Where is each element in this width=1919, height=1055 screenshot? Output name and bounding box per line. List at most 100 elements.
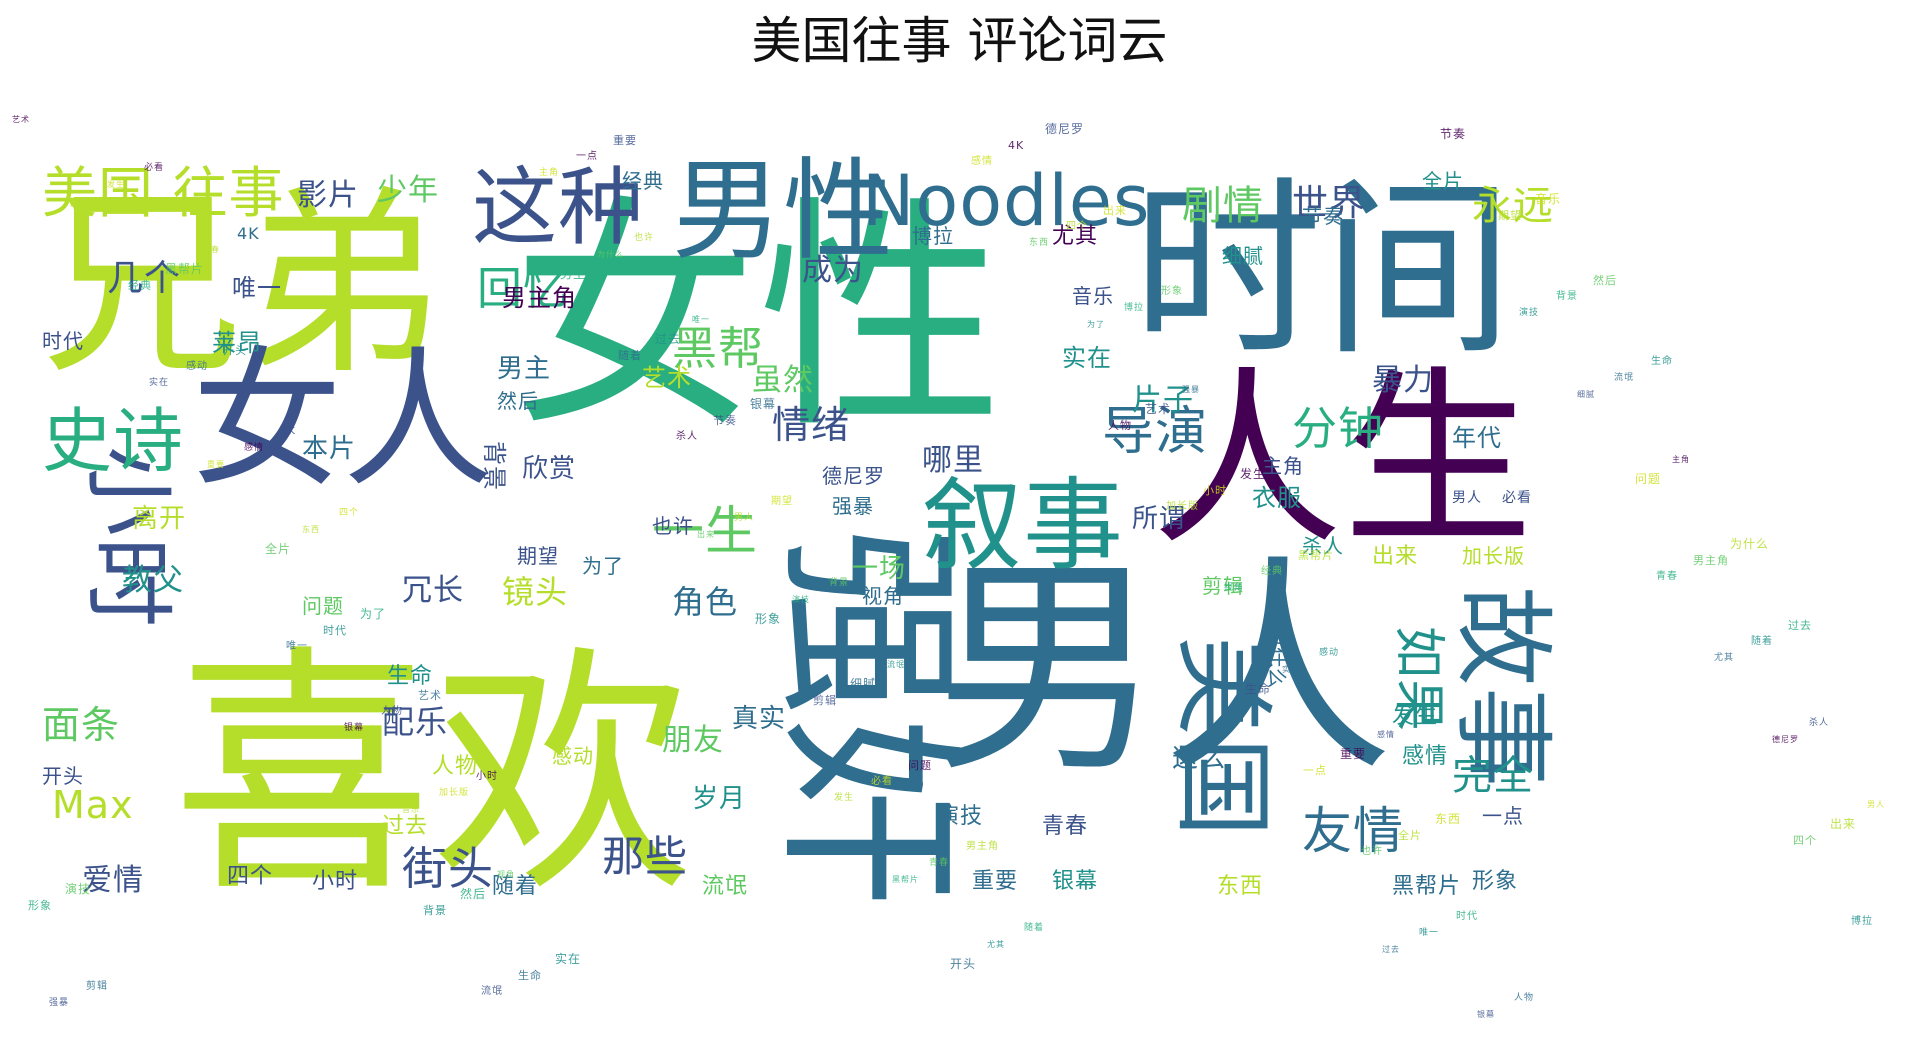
filler-word: 剪辑 [86,981,108,992]
filler-word: 经典 [1261,566,1283,577]
filler-word: 生命 [1245,682,1272,696]
word-39: 成为 [802,253,864,288]
filler-word: 音乐 [1535,192,1562,206]
filler-word: 强暴 [1182,385,1200,394]
word-41: 角色 [672,583,739,621]
filler-word: 男人 [734,513,755,523]
filler-word: 青春 [929,858,950,868]
filler-word: 实在 [1282,665,1300,674]
chart-title: 美国往事 评论词云 [751,12,1168,70]
filler-word: 演技 [792,595,810,604]
word-16: 美国 往事 [42,161,285,225]
word-57: 年代 [1452,424,1502,452]
word-51: 真实 [732,704,787,734]
word-79: 形象 [1472,869,1519,894]
word-2: 男人 [932,537,1395,804]
filler-word: 感动 [186,361,208,372]
word-65: 出来 [1372,544,1419,569]
filler-word: 青春 [202,245,220,254]
filler-word: 男主角 [560,267,600,281]
filler-word: 黑帮片 [892,875,919,884]
word-98: 期望 [517,544,559,568]
word-18: 一生 [652,502,759,562]
filler-word: 视角 [1224,583,1245,593]
word-38: 哪里 [922,443,984,478]
word-99: 问题 [302,594,344,618]
filler-word: 期望 [771,496,793,507]
word-33: 几个 [107,258,182,299]
filler-word: 重要 [207,460,225,469]
word-89: 全片 [1422,169,1464,193]
word-84: 节奏 [1302,204,1344,228]
filler-word: 杀人 [676,431,698,442]
word-37: 暴力 [1372,363,1434,398]
filler-word: 发生 [1240,467,1267,481]
word-105: 为什么 [1265,626,1289,689]
word-97: 也许 [652,514,694,538]
word-107: 必看 [1502,490,1532,506]
filler-word: 为什么 [1730,537,1770,551]
filler-word: 银幕 [344,723,365,733]
filler-word: 四个 [1793,834,1817,847]
word-63: 背景 [480,441,508,491]
filler-word: 人物 [1108,419,1132,432]
filler-word: 时代 [1456,911,1478,922]
filler-word: 重要 [613,134,637,147]
filler-word: 过去 [1382,945,1400,954]
word-70: 过去 [382,814,429,839]
word-44: 教父 [122,563,184,598]
word-15: 史诗 [42,400,184,482]
word-5: 人生 [1152,350,1535,571]
word-7: 女人 [192,334,495,508]
filler-word: 然后 [1593,274,1617,287]
filler-word: 形象 [28,899,52,912]
filler-word: 小时 [476,771,498,782]
filler-word: 流氓 [887,660,905,669]
filler-word: 唯一 [692,315,710,324]
filler-word: 生命 [1651,356,1673,367]
filler-word: 加长版 [1166,501,1199,512]
word-50: 这么 [1172,744,1227,774]
word-13: 这种 [472,159,645,258]
word-14: Noodles [862,160,1151,242]
word-101: 强暴 [832,494,874,518]
word-75: 重要 [972,869,1019,894]
filler-word: 期望 [1498,209,1522,222]
filler-word: 男主角 [966,841,999,852]
word-94: 开头 [42,764,84,788]
word-0: 喜欢 [172,625,694,927]
word-55: 所谓 [1132,504,1187,534]
word-53: 离开 [132,504,187,534]
filler-word: 细腻 [1577,390,1595,399]
word-25: 那些 [602,832,689,881]
filler-word: 全片 [265,542,292,556]
word-3: 兄弟 [42,169,445,402]
filler-word: 四个 [339,508,360,518]
filler-word: 杀人 [1809,718,1830,728]
word-81: 东西 [1217,874,1264,899]
filler-word: 开头 [223,344,247,357]
filler-word: 4K [281,426,296,437]
word-88: 经典 [622,169,664,193]
word-64: 男主角 [502,284,577,312]
word-69: 生命 [387,664,434,689]
filler-word: 节奏 [713,414,737,427]
filler-word: 问题 [1635,472,1662,486]
word-92: 杀人 [1302,534,1344,558]
filler-word: 感动 [1319,648,1340,658]
filler-word: 博拉 [1124,303,1145,313]
word-103: 时代 [42,329,84,353]
word-52: 岁月 [692,784,747,814]
filler-word: 强暴 [49,998,70,1008]
filler-word: 尤其 [1714,653,1735,663]
word-4: 时间 [1132,160,1515,381]
filler-word: 发生 [107,180,125,189]
word-83: 一点 [1482,804,1524,828]
word-96: 视角 [862,584,904,608]
filler-word: 德尼罗 [1045,122,1085,136]
word-71: 演技 [937,804,984,829]
filler-word: 背景 [1556,291,1578,302]
word-76: 银幕 [1052,869,1099,894]
word-9: 美国 [1164,636,1281,838]
filler-word: 细腻 [850,677,877,691]
